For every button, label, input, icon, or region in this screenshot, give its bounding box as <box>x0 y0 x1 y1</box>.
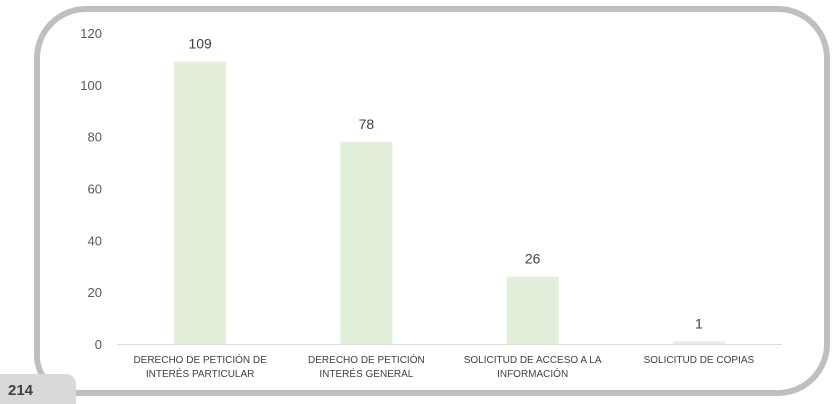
category-label-3-line-0: SOLICITUD DE COPIAS <box>644 355 755 366</box>
bar-2 <box>506 276 559 344</box>
category-label-2-line-1: INFORMACIÓN <box>497 367 568 380</box>
category-label-0: DERECHO DE PETICIÓN DE INTERÉS PARTICULAR <box>133 353 267 380</box>
data-label-2: 26 <box>525 251 541 267</box>
y-tick-label-3: 60 <box>88 182 102 197</box>
y-tick-label-5: 100 <box>80 78 102 93</box>
category-label-1: DERECHO DE PETICIÓN INTERÉS GENERAL <box>308 353 425 380</box>
category-label-3: SOLICITUD DE COPIAS <box>644 355 755 366</box>
chart-frame <box>34 6 830 396</box>
y-tick-label-6: 120 <box>80 26 102 41</box>
data-label-3: 1 <box>695 315 703 331</box>
page-number: 214 <box>8 382 34 399</box>
category-label-1-line-0: DERECHO DE PETICIÓN <box>308 353 425 366</box>
page-number-tab: 214 <box>0 374 76 404</box>
data-label-1: 78 <box>359 116 375 132</box>
y-tick-label-4: 80 <box>88 130 102 145</box>
bar-1 <box>340 141 393 344</box>
category-label-0-line-0: DERECHO DE PETICIÓN DE <box>133 353 267 366</box>
data-label-0: 109 <box>188 36 212 52</box>
y-tick-label-2: 40 <box>88 233 102 248</box>
category-label-2: SOLICITUD DE ACCESO A LA INFORMACIÓN <box>464 355 602 380</box>
category-label-1-line-1: INTERÉS GENERAL <box>319 367 413 380</box>
category-label-0-line-1: INTERÉS PARTICULAR <box>146 367 255 380</box>
bar-0 <box>174 61 227 345</box>
y-tick-label-1: 20 <box>88 285 102 300</box>
category-label-2-line-0: SOLICITUD DE ACCESO A LA <box>464 355 602 366</box>
bar-3 <box>672 341 725 344</box>
y-tick-label-0: 0 <box>95 337 102 352</box>
